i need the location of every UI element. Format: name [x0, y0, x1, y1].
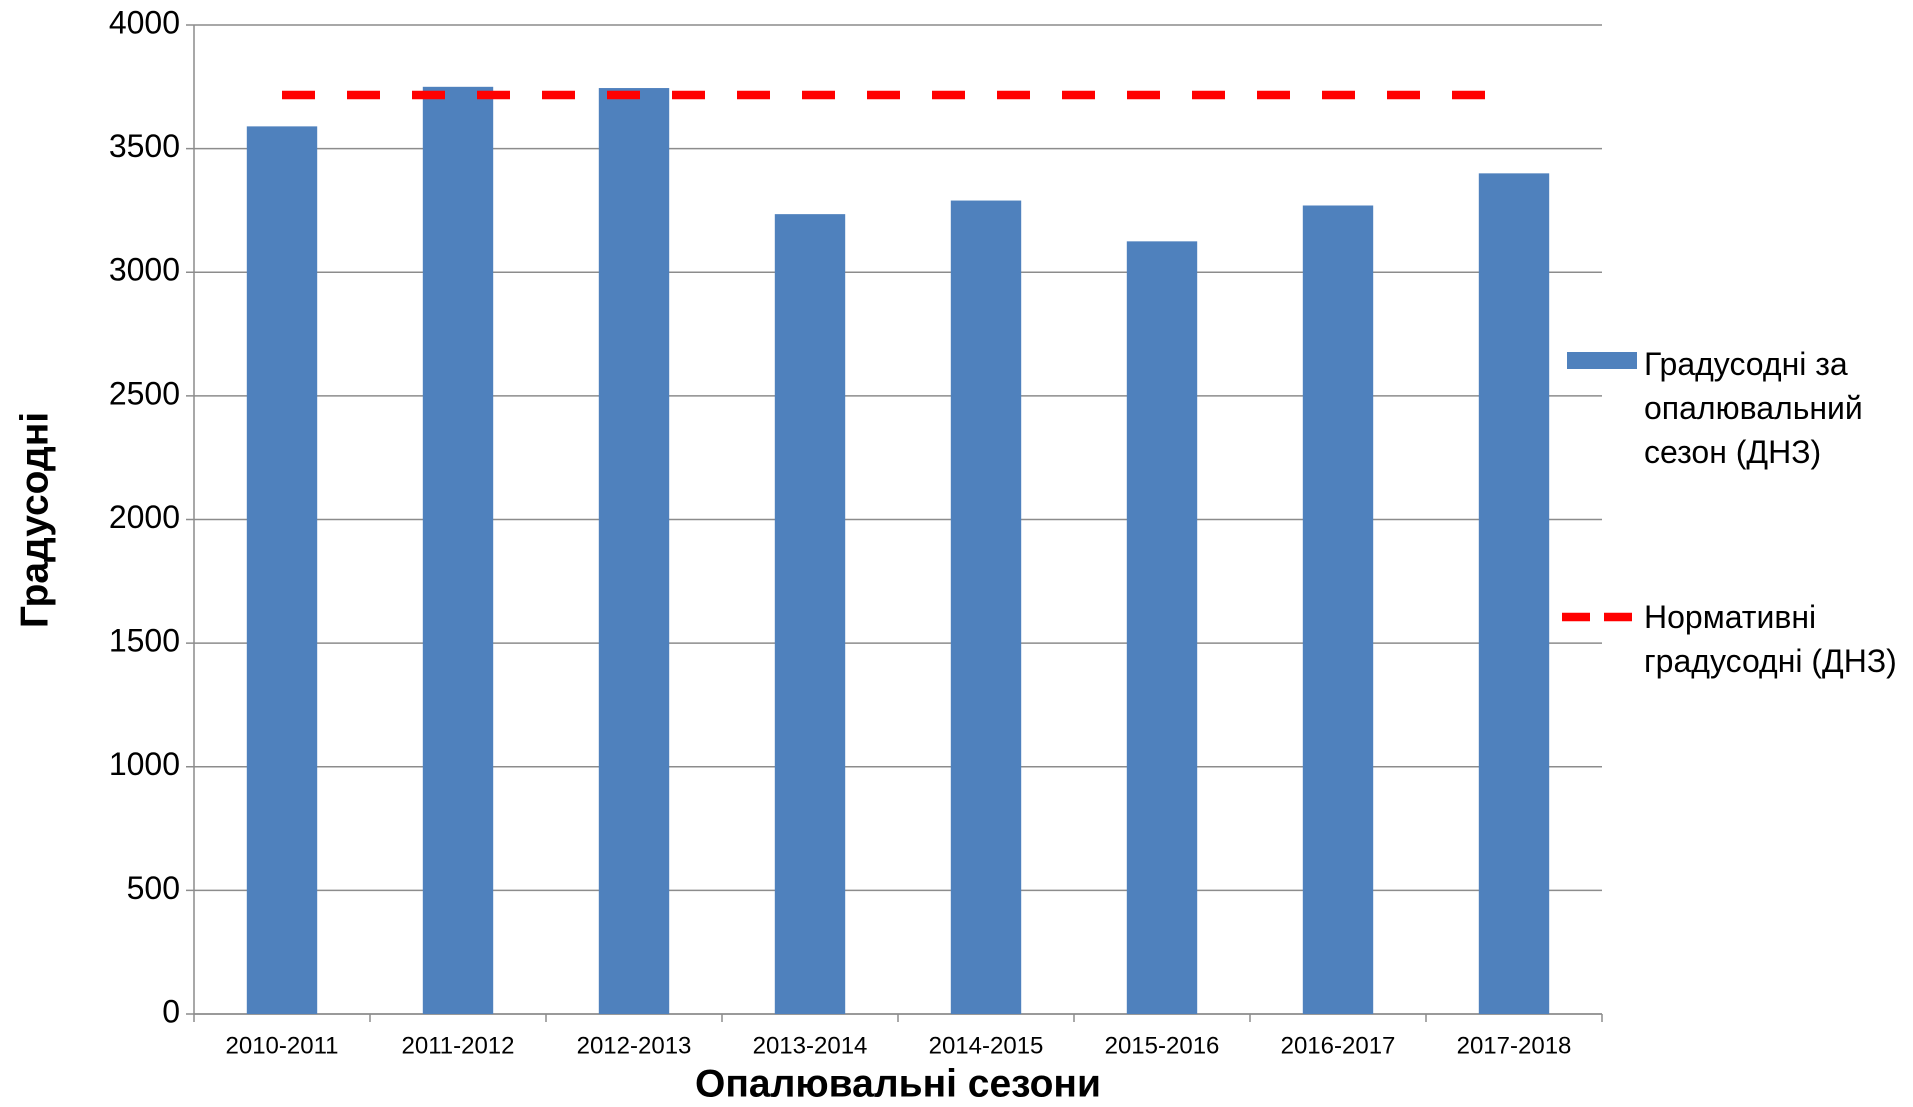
y-tick-label: 0	[162, 993, 180, 1029]
y-tick-label: 3000	[109, 252, 180, 288]
bar	[422, 86, 494, 1014]
y-tick-label: 3500	[109, 128, 180, 164]
x-axis-title: Опалювальні сезони	[695, 1062, 1101, 1105]
x-tick-label: 2012-2013	[577, 1032, 692, 1059]
x-tick-label: 2010-2011	[226, 1032, 339, 1059]
y-axis-title: Градусодні	[13, 412, 56, 628]
bar	[598, 88, 670, 1014]
x-tick-label: 2011-2012	[402, 1032, 515, 1059]
legend-label: Градусодні за опалювальний сезон (ДНЗ)	[1644, 346, 1863, 470]
y-tick-label: 1000	[109, 746, 180, 782]
x-tick-label: 2016-2017	[1281, 1032, 1396, 1059]
bar	[950, 200, 1022, 1015]
bar	[774, 214, 846, 1015]
y-tick-label: 1500	[109, 623, 180, 659]
y-tick-label: 2500	[109, 375, 180, 411]
x-tick-label: 2015-2016	[1105, 1032, 1220, 1059]
x-tick-label: 2013-2014	[753, 1032, 868, 1059]
x-tick-label: 2017-2018	[1457, 1032, 1572, 1059]
bar	[1478, 173, 1550, 1015]
y-tick-label: 500	[127, 870, 180, 906]
y-tick-label: 4000	[109, 4, 180, 40]
x-tick-label: 2014-2015	[929, 1032, 1044, 1059]
bar	[246, 126, 318, 1014]
legend-swatch	[1567, 352, 1637, 369]
bar	[1302, 205, 1374, 1014]
legend-label: Нормативні градусодні (ДНЗ)	[1644, 599, 1897, 679]
bar	[1126, 241, 1198, 1014]
y-tick-label: 2000	[109, 499, 180, 535]
